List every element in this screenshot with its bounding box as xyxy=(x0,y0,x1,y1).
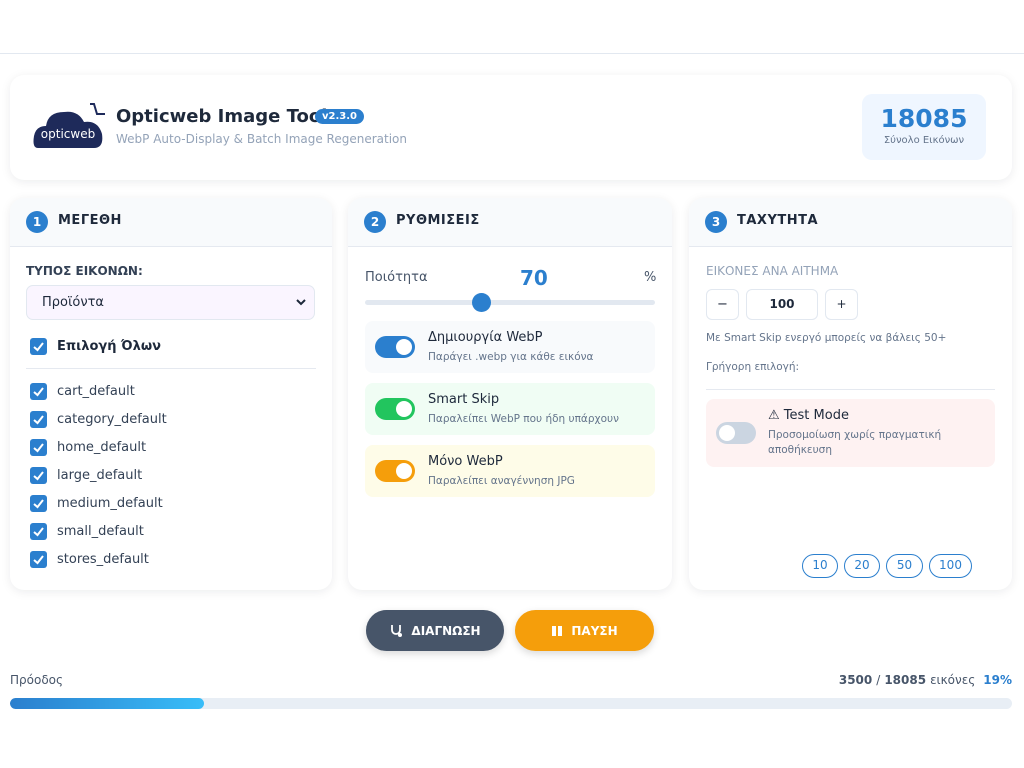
checkbox xyxy=(30,495,47,512)
toggle-description: Παραλείπει WebP που ήδη υπάρχουν xyxy=(428,413,619,425)
total-value: 18085 xyxy=(880,104,968,133)
toggle-switch[interactable] xyxy=(375,336,415,358)
top-bar xyxy=(0,0,1024,54)
toggle-switch[interactable] xyxy=(375,460,415,482)
slider-thumb[interactable] xyxy=(472,293,491,312)
progress-done: 3500 xyxy=(838,673,873,687)
batch-hint: Με Smart Skip ενεργό μπορείς να βάλεις 5… xyxy=(706,332,947,344)
quick-pill[interactable]: 20 xyxy=(844,554,880,578)
size-option[interactable]: stores_default xyxy=(30,551,149,568)
toggle-label: Smart Skip xyxy=(428,392,500,407)
progress-separator: / xyxy=(876,673,881,687)
size-label: stores_default xyxy=(57,552,149,567)
progress-unit: εικόνες xyxy=(930,673,976,687)
toggle-row: Smart Skip Παραλείπει WebP που ήδη υπάρχο… xyxy=(365,383,655,435)
pause-label: ΠΑΥΣΗ xyxy=(571,623,618,638)
checkbox xyxy=(30,338,47,355)
quality-value: 70 xyxy=(520,266,548,290)
checkbox xyxy=(30,551,47,568)
checkbox xyxy=(30,523,47,540)
panel-header xyxy=(348,198,672,247)
progress-total: 18085 xyxy=(884,673,927,687)
size-label: cart_default xyxy=(57,384,135,399)
total-box: 18085 Σύνολο Εικόνων xyxy=(862,94,986,160)
size-label: category_default xyxy=(57,412,167,427)
progress-track xyxy=(10,698,1012,709)
quality-slider[interactable] xyxy=(365,293,655,312)
progress-percent: 19% xyxy=(983,673,1012,687)
progress-label: Πρόοδος xyxy=(10,673,64,687)
quick-pill[interactable]: 10 xyxy=(802,554,838,578)
size-label: home_default xyxy=(57,440,147,455)
progress-text: 3500 / 18085 εικόνες 19% xyxy=(839,673,1012,687)
select-arrow xyxy=(296,299,306,306)
diagnose-label: ΔΙΑΓΝΩΣΗ xyxy=(411,623,481,638)
step-number: 2 xyxy=(364,211,386,233)
panel-title: ΡΥΘΜΙΣΕΙΣ xyxy=(396,213,480,228)
panel-title: ΜΕΓΕΘΗ xyxy=(58,213,122,228)
step-number: 1 xyxy=(26,211,48,233)
toggle-description: Παραλείπει αναγέννηση JPG xyxy=(428,475,575,487)
batch-input[interactable]: 100 xyxy=(746,289,818,320)
progress-bar xyxy=(10,698,204,709)
logo-text: opticweb xyxy=(41,127,95,141)
panel-header xyxy=(689,198,1012,247)
size-label: small_default xyxy=(57,524,144,539)
logo: opticweb xyxy=(33,103,105,148)
app-subtitle: WebP Auto-Display & Batch Image Regenera… xyxy=(116,132,407,146)
toggle-label: Δημιουργία WebP xyxy=(428,330,543,345)
size-option[interactable]: cart_default xyxy=(30,383,135,400)
minus-button[interactable]: − xyxy=(706,289,739,320)
size-option[interactable]: medium_default xyxy=(30,495,163,512)
select-all-label: Επιλογή Όλων xyxy=(57,339,161,354)
test-mode-title: ⚠ Test Mode xyxy=(768,408,849,423)
size-option[interactable]: home_default xyxy=(30,439,146,456)
test-mode-box: ⚠ Test Mode Προσομοίωση χωρίς πραγματική… xyxy=(706,399,995,467)
plus-button[interactable]: + xyxy=(825,289,858,320)
panel-title: ΤΑΧΥΤΗΤΑ xyxy=(737,213,819,228)
checkbox xyxy=(30,439,47,456)
panel-header xyxy=(10,198,332,247)
size-option[interactable]: small_default xyxy=(30,523,144,540)
pause-icon xyxy=(552,625,563,636)
pause-button[interactable]: ΠΑΥΣΗ xyxy=(515,610,654,651)
select-value: Προϊόντα xyxy=(42,295,104,310)
toggle-row: Δημιουργία WebP Παράγει .webp για κάθε ει… xyxy=(365,321,655,373)
stethoscope-icon xyxy=(391,624,403,637)
quality-label: Ποιότητα xyxy=(365,270,428,285)
toggle-row: Μόνο WebP Παραλείπει αναγέννηση JPG xyxy=(365,445,655,497)
size-label: large_default xyxy=(57,468,143,483)
diagnose-button[interactable]: ΔΙΑΓΝΩΣΗ xyxy=(366,610,504,651)
speed-panel: 3 ΤΑΧΥΤΗΤΑ ΕΙΚΟΝΕΣ ΑΝΑ ΑΙΤΗΜΑ − 100 + Με… xyxy=(689,198,1012,590)
quality-unit: % xyxy=(644,270,657,285)
checkbox xyxy=(30,467,47,484)
total-label: Σύνολο Εικόνων xyxy=(883,135,965,146)
app-title: Opticweb Image Tool xyxy=(116,106,328,127)
sizes-panel: 1 ΜΕΓΕΘΗ ΤΥΠΟΣ ΕΙΚΟΝΩΝ: Προϊόντα Επιλογή… xyxy=(10,198,332,590)
quick-pill[interactable]: 100 xyxy=(929,554,972,578)
select-all[interactable]: Επιλογή Όλων xyxy=(30,338,161,355)
step-number: 3 xyxy=(705,211,727,233)
quick-pill[interactable]: 50 xyxy=(886,554,923,578)
version-badge: v2.3.0 xyxy=(315,109,364,124)
checkbox xyxy=(30,411,47,428)
divider xyxy=(26,368,316,369)
test-mode-toggle[interactable] xyxy=(716,422,756,444)
quick-label: Γρήγορη επιλογή: xyxy=(706,361,800,373)
size-option[interactable]: large_default xyxy=(30,467,142,484)
settings-panel: 2 ΡΥΘΜΙΣΕΙΣ Ποιότητα 70 % Δημιουργία Web… xyxy=(348,198,672,590)
test-mode-description: Προσομοίωση χωρίς πραγματική αποθήκευση xyxy=(768,429,942,456)
toggle-description: Παράγει .webp για κάθε εικόνα xyxy=(428,351,594,363)
size-option[interactable]: category_default xyxy=(30,411,167,428)
divider xyxy=(706,389,995,390)
header-card: opticweb Opticweb Image Tool v2.3.0 WebP… xyxy=(10,75,1012,180)
size-label: medium_default xyxy=(57,496,163,511)
checkbox xyxy=(30,383,47,400)
type-select[interactable]: Προϊόντα xyxy=(26,285,315,320)
toggle-switch[interactable] xyxy=(375,398,415,420)
toggle-label: Μόνο WebP xyxy=(428,454,503,469)
type-label: ΤΥΠΟΣ ΕΙΚΟΝΩΝ: xyxy=(26,264,143,278)
batch-label: ΕΙΚΟΝΕΣ ΑΝΑ ΑΙΤΗΜΑ xyxy=(706,264,839,278)
